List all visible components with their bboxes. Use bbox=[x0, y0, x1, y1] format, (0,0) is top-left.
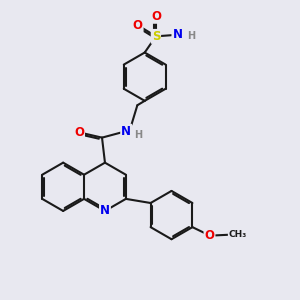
Text: N: N bbox=[100, 205, 110, 218]
Text: O: O bbox=[151, 10, 161, 23]
Text: H: H bbox=[187, 31, 195, 41]
Text: O: O bbox=[133, 19, 142, 32]
Text: O: O bbox=[74, 126, 84, 139]
Text: CH₃: CH₃ bbox=[228, 230, 247, 239]
Text: N: N bbox=[172, 28, 182, 41]
Text: O: O bbox=[205, 229, 214, 242]
Text: S: S bbox=[152, 30, 160, 43]
Text: H: H bbox=[134, 130, 142, 140]
Text: N: N bbox=[121, 125, 131, 138]
